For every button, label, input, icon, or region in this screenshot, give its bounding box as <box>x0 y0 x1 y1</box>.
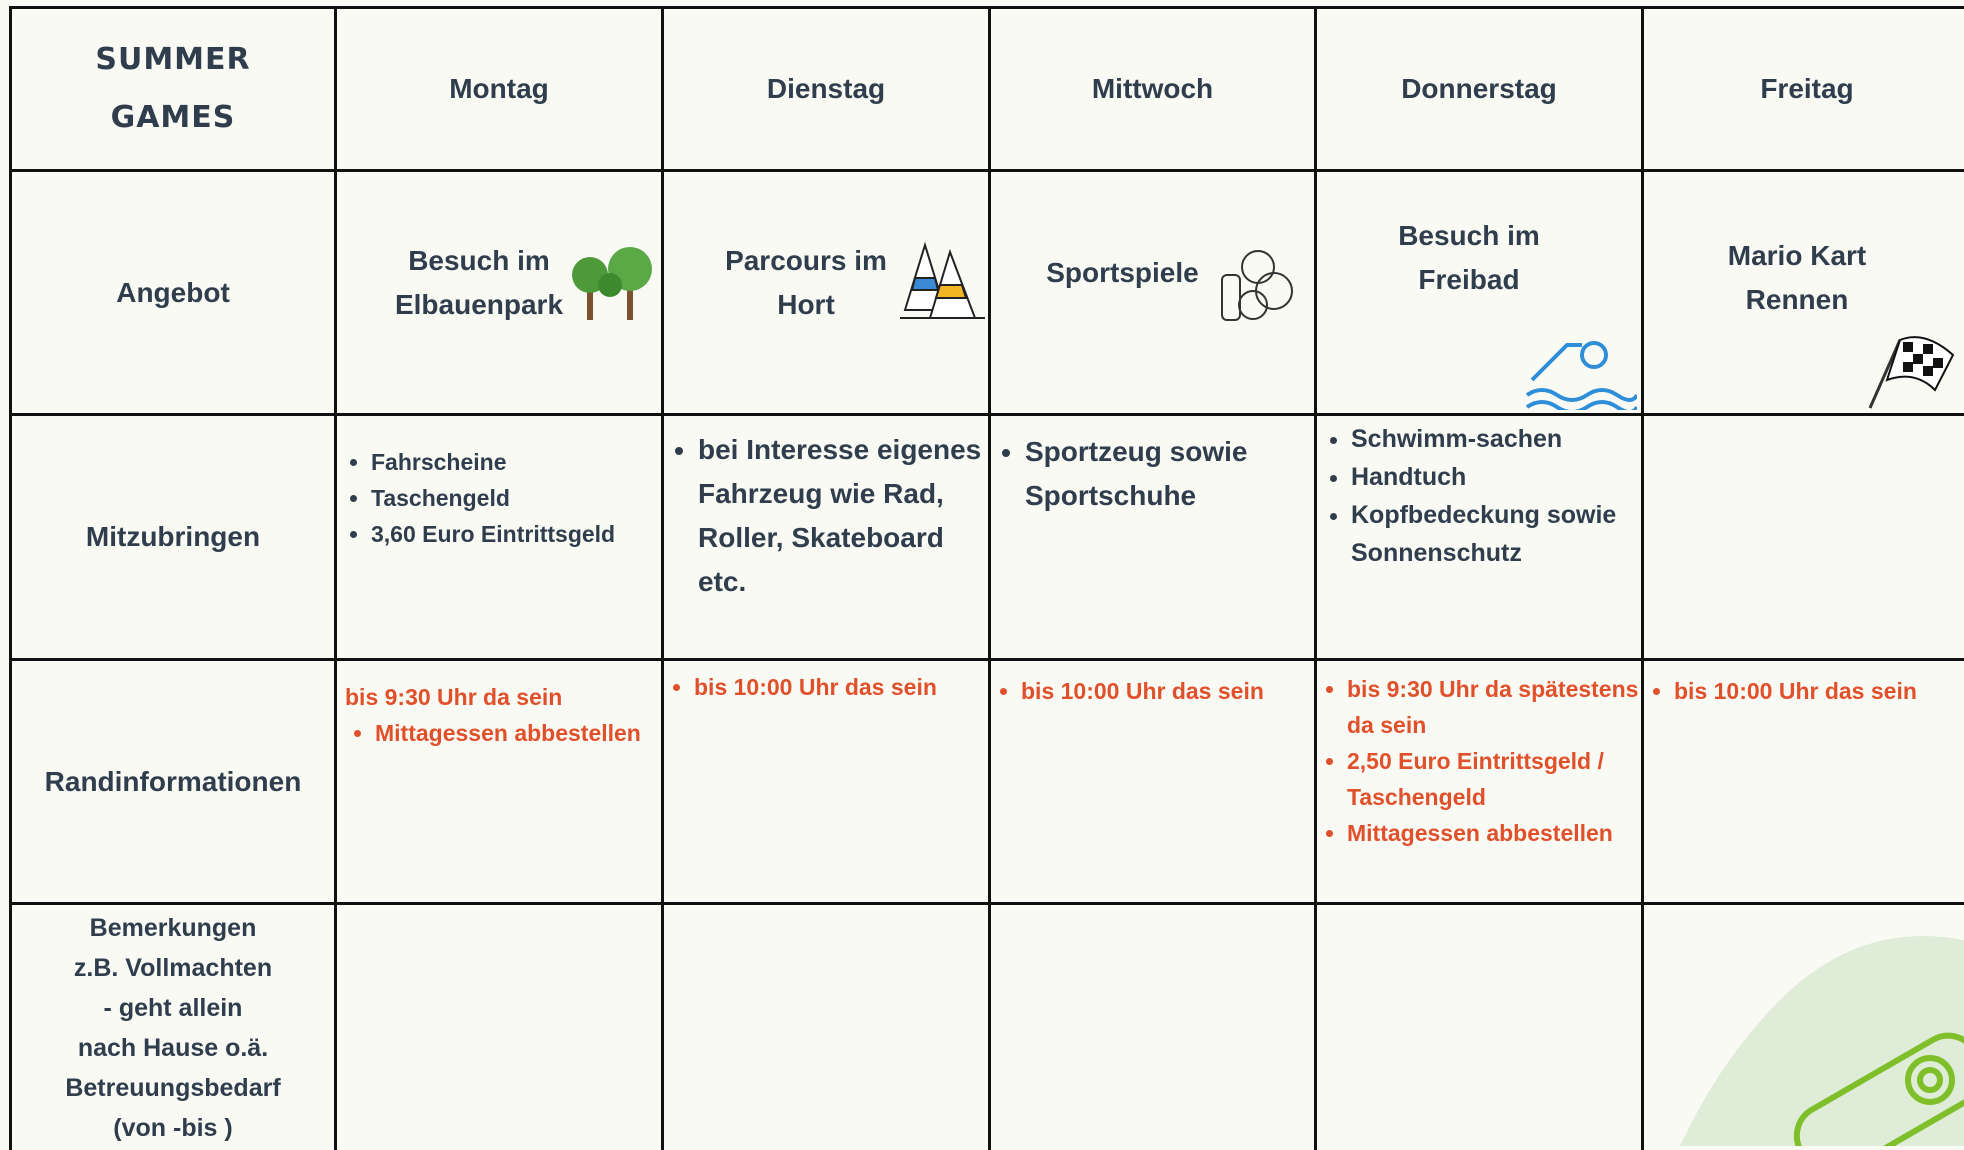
table-cell: bis 9:30 Uhr da sein Mittagessen abbestel… <box>334 658 661 902</box>
day-header: Freitag <box>1760 73 1854 104</box>
day-header: Donnerstag <box>1401 73 1557 104</box>
row-label: Betreuungsbedarf <box>65 1073 281 1102</box>
table-cell: Bemerkungen z.B. Vollmachten - geht allein… <box>9 902 334 1150</box>
table-cell: Mitzubringen <box>9 413 334 658</box>
row-label: (von -bis ) <box>113 1113 233 1142</box>
bullet-list: bis 9:30 Uhr da spätestens da sein2,50 E… <box>1317 671 1641 851</box>
cell-text: Parcours im Hort <box>725 244 887 320</box>
table-cell: Sportzeug sowie Sportschuhe <box>988 413 1314 658</box>
bullet-list: Mittagessen abbestellen <box>345 715 651 751</box>
table-cell: bis 10:00 Uhr das sein <box>1641 658 1964 902</box>
bullet-item: bis 10:00 Uhr das sein <box>694 669 988 705</box>
swimmer-icon <box>1525 341 1637 410</box>
table-cell: bei Interesse eigenes Fahrzeug wie Rad, … <box>661 413 988 658</box>
bullet-item: Schwimm-sachen <box>1351 420 1621 458</box>
table-cell <box>1641 413 1964 658</box>
cones-icon <box>900 241 985 319</box>
bullet-item: Fahrscheine <box>371 444 661 480</box>
row-label: z.B. Vollmachten <box>73 953 273 982</box>
decoration <box>1680 936 1964 1146</box>
table-cell: Mittwoch <box>988 6 1314 169</box>
day-header: Mittwoch <box>1091 73 1214 104</box>
table-cell: Donnerstag <box>1314 6 1641 169</box>
table-cell <box>1641 902 1964 1150</box>
bullet-item: Sportzeug sowie Sportschuhe <box>1025 430 1294 518</box>
title: SUMMER <box>95 42 251 77</box>
row-label: - geht allein <box>103 993 243 1022</box>
table-cell: Dienstag <box>661 6 988 169</box>
table-cell: Sportspiele <box>988 169 1314 413</box>
row-label: Angebot <box>116 276 230 308</box>
cell-text: Sportspiele <box>1046 256 1199 288</box>
title: GAMES <box>110 100 236 135</box>
bullet-item: bis 9:30 Uhr da spätestens da sein <box>1347 671 1641 743</box>
row-label: nach Hause o.ä. <box>77 1033 269 1062</box>
table-cell: Randinformationen <box>9 658 334 902</box>
cell-text: bis 9:30 Uhr da sein <box>345 684 563 710</box>
balls-icon <box>1221 250 1293 321</box>
cell-text: Mario Kart Rennen <box>1727 239 1867 315</box>
table-cell: Angebot <box>9 169 334 413</box>
bullet-list: bei Interesse eigenes Fahrzeug wie Rad, … <box>668 428 988 604</box>
bullet-item: Handtuch <box>1351 458 1621 496</box>
bullet-list: bis 10:00 Uhr das sein <box>991 673 1314 709</box>
table-cell <box>334 902 661 1150</box>
table-cell <box>988 902 1314 1150</box>
table-cell: Mario Kart Rennen <box>1641 169 1964 413</box>
bullet-item: bei Interesse eigenes Fahrzeug wie Rad, … <box>698 428 988 604</box>
table-cell: SUMMER GAMES <box>9 6 334 169</box>
bullet-list: Sportzeug sowie Sportschuhe <box>995 430 1294 518</box>
bullet-list: bis 10:00 Uhr das sein <box>1644 673 1964 709</box>
table-cell: bis 9:30 Uhr da spätestens da sein2,50 E… <box>1314 658 1641 902</box>
bullet-item: 3,60 Euro Eintrittsgeld <box>371 516 661 552</box>
bullet-item: 2,50 Euro Eintrittsgeld / Taschengeld <box>1347 743 1641 815</box>
table-cell: bis 10:00 Uhr das sein <box>988 658 1314 902</box>
table-cell <box>1314 902 1641 1150</box>
bullet-item: Kopfbedeckung sowie Sonnenschutz <box>1351 496 1621 572</box>
trees-icon <box>572 247 652 320</box>
day-header: Montag <box>449 73 549 104</box>
bullet-item: bis 10:00 Uhr das sein <box>1021 673 1314 709</box>
day-header: Dienstag <box>766 73 886 104</box>
cell-text: Besuch im Elbauenpark <box>394 244 564 320</box>
flag-icon <box>1868 336 1955 409</box>
row-label: Mitzubringen <box>85 521 261 552</box>
table-cell: Besuch im Elbauenpark <box>334 169 661 413</box>
table-cell: Parcours im Hort <box>661 169 988 413</box>
bullet-item: Mittagessen abbestellen <box>375 715 651 751</box>
table-cell: FahrscheineTaschengeld3,60 Euro Eintritt… <box>334 413 661 658</box>
bullet-item: Taschengeld <box>371 480 661 516</box>
bullet-item: Mittagessen abbestellen <box>1347 815 1641 851</box>
table-cell <box>661 902 988 1150</box>
table-cell: Montag <box>334 6 661 169</box>
table-cell: Freitag <box>1641 6 1964 169</box>
table-cell: bis 10:00 Uhr das sein <box>661 658 988 902</box>
bullet-list: Schwimm-sachenHandtuchKopfbedeckung sowi… <box>1321 420 1621 572</box>
bullet-list: bis 10:00 Uhr das sein <box>664 669 988 705</box>
bullet-item: bis 10:00 Uhr das sein <box>1674 673 1964 709</box>
bullet-list: FahrscheineTaschengeld3,60 Euro Eintritt… <box>341 444 661 552</box>
row-label: Bemerkungen <box>89 913 257 942</box>
row-label: Randinformationen <box>44 765 302 797</box>
cell-text: Besuch im Freibad <box>1398 219 1540 295</box>
table-cell: Schwimm-sachenHandtuchKopfbedeckung sowi… <box>1314 413 1641 658</box>
table-cell: Besuch im Freibad <box>1314 169 1641 413</box>
